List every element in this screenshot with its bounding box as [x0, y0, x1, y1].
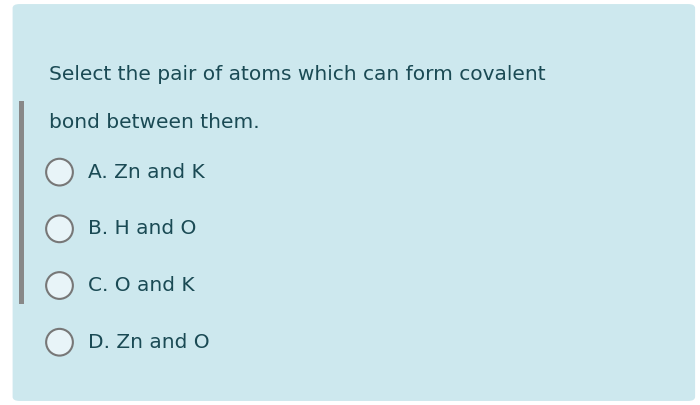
Text: A. Zn and K: A. Zn and K	[88, 163, 204, 181]
Text: C. O and K: C. O and K	[88, 276, 194, 295]
Ellipse shape	[46, 272, 73, 299]
Ellipse shape	[46, 215, 73, 242]
Text: B. H and O: B. H and O	[88, 220, 196, 238]
Text: Select the pair of atoms which can form covalent: Select the pair of atoms which can form …	[49, 65, 545, 84]
Ellipse shape	[46, 159, 73, 185]
Text: bond between them.: bond between them.	[49, 113, 260, 132]
Ellipse shape	[46, 329, 73, 356]
Text: D. Zn and O: D. Zn and O	[88, 333, 209, 352]
Bar	[19, 101, 24, 304]
FancyBboxPatch shape	[13, 4, 695, 401]
